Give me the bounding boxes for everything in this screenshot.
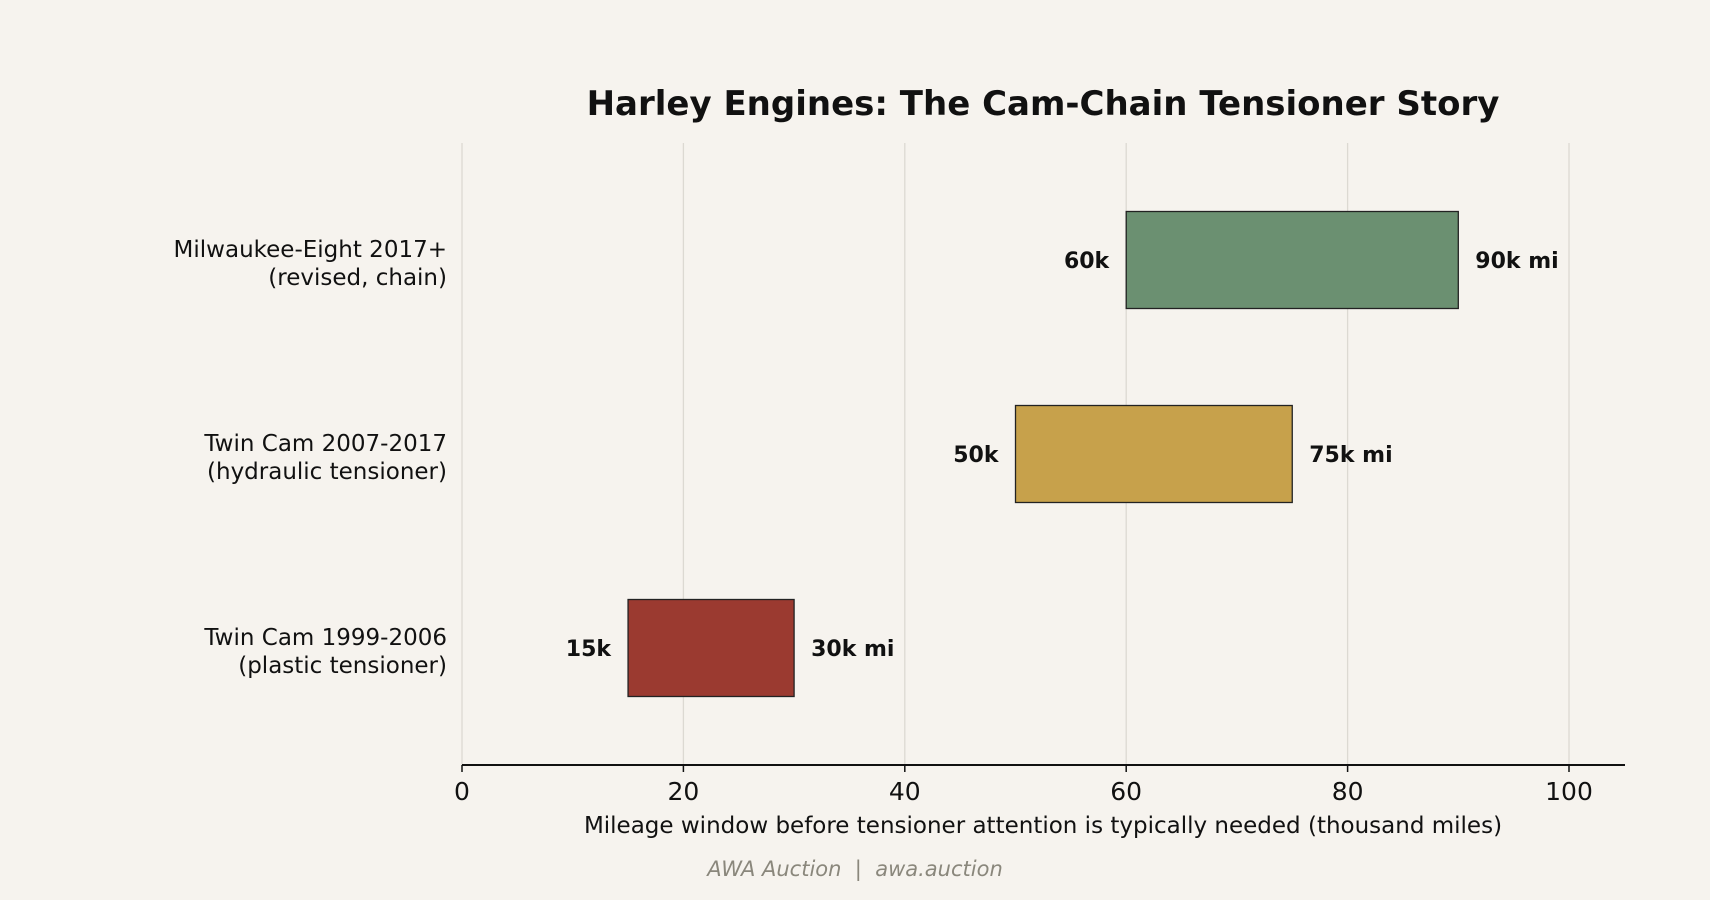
range-bar (627, 598, 795, 698)
range-end-label: 75k mi (1309, 443, 1392, 468)
range-end-label: 30k mi (811, 637, 894, 662)
x-tick-label: 20 (667, 777, 699, 806)
x-axis-ticks: 0 20 40 60 80 100 (454, 765, 1593, 806)
y-axis-labels: Milwaukee-Eight 2017+(revised, chain) Twi… (174, 237, 447, 679)
x-tick-label: 0 (454, 777, 470, 806)
chart-title: Harley Engines: The Cam-Chain Tensioner … (587, 84, 1500, 124)
x-axis-label: Mileage window before tensioner attentio… (584, 813, 1502, 839)
y-category-label: Milwaukee-Eight 2017+ (174, 237, 447, 263)
x-tick-label: 40 (889, 777, 921, 806)
x-tick-label: 100 (1545, 777, 1593, 806)
y-category-label: Twin Cam 1999-2006 (203, 625, 447, 651)
footer-credit: AWA Auction | awa.auction (705, 857, 1003, 882)
range-start-label: 50k (953, 443, 1000, 468)
y-category-sublabel: (hydraulic tensioner) (207, 459, 447, 485)
range-end-label: 90k mi (1475, 249, 1558, 274)
y-category-sublabel: (plastic tensioner) (238, 653, 447, 679)
x-tick-label: 80 (1332, 777, 1364, 806)
x-tick-label: 60 (1110, 777, 1142, 806)
range-bar (1125, 210, 1459, 310)
range-start-label: 15k (566, 637, 613, 662)
y-category-sublabel: (revised, chain) (268, 265, 447, 291)
bar-series: 60k 90k mi 50k 75k mi 15k 30k mi (566, 210, 1559, 698)
y-category-label: Twin Cam 2007-2017 (203, 431, 447, 457)
range-start-label: 60k (1064, 249, 1111, 274)
range-bar (1014, 404, 1293, 504)
